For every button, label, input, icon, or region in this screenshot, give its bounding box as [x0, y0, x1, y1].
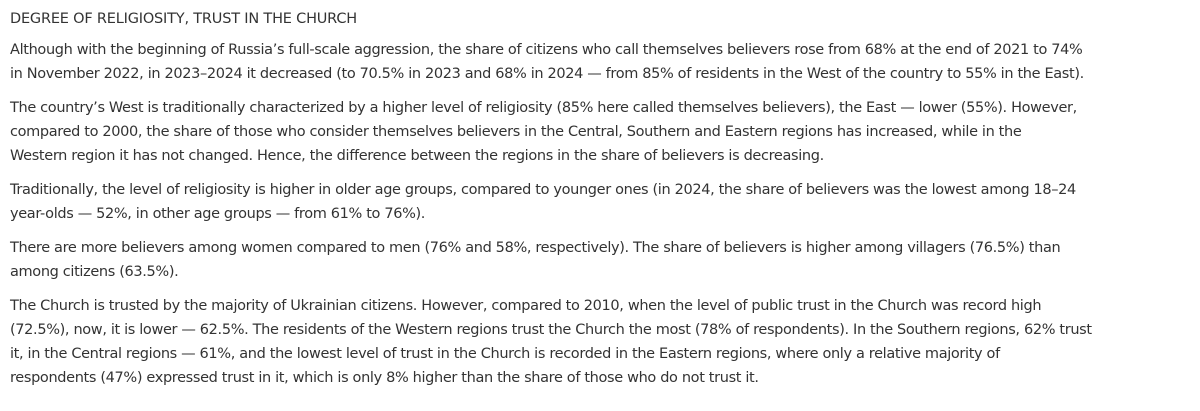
- paragraph: The country’s West is traditionally char…: [10, 96, 1200, 168]
- heading: DEGREE OF RELIGIOSITY, TRUST IN THE CHUR…: [10, 11, 357, 27]
- paragraph: The Church is trusted by the majority of…: [10, 294, 1200, 390]
- text-line: respondents (47%) expressed trust in it,…: [10, 370, 759, 386]
- paragraph: Traditionally, the level of religiosity …: [10, 178, 1200, 226]
- paragraph: Although with the beginning of Russia’s …: [10, 38, 1200, 86]
- text-line: year-olds — 52%, in other age groups — f…: [10, 206, 426, 222]
- text-line: The country’s West is traditionally char…: [10, 100, 1077, 116]
- text-line: Western region it has not changed. Hence…: [10, 148, 824, 164]
- text-line: Although with the beginning of Russia’s …: [10, 42, 1083, 58]
- paragraph: There are more believers among women com…: [10, 236, 1200, 284]
- text-line: it, in the Central regions — 61%, and th…: [10, 346, 1000, 362]
- text-line: Traditionally, the level of religiosity …: [10, 182, 1076, 198]
- text-line: among citizens (63.5%).: [10, 264, 179, 280]
- text-line: (72.5%), now, it is lower — 62.5%. The r…: [10, 322, 1092, 338]
- text-line: compared to 2000, the share of those who…: [10, 124, 1022, 140]
- text-line: in November 2022, in 2023–2024 it decrea…: [10, 66, 1084, 82]
- text-line: The Church is trusted by the majority of…: [10, 298, 1042, 314]
- text-line: There are more believers among women com…: [10, 240, 1061, 256]
